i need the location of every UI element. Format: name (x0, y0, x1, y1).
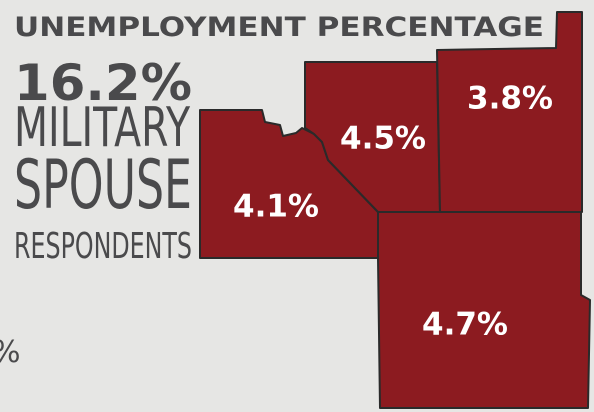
region-label: 4.1% (233, 189, 319, 225)
region-label: 4.7% (422, 307, 508, 343)
headline-value: 16.2% (14, 54, 192, 112)
title: UNEMPLOYMENT PERCENTAGE (14, 12, 544, 43)
cropped-fragment: % (0, 335, 21, 370)
headline-line: SPOUSE (14, 146, 192, 225)
region (377, 211, 591, 409)
headline-line: RESPONDENTS (14, 226, 192, 267)
map (199, 11, 591, 409)
headline-line: MILITARY (14, 96, 191, 159)
region-label: 3.8% (467, 81, 553, 117)
region-label: 4.5% (340, 121, 426, 157)
